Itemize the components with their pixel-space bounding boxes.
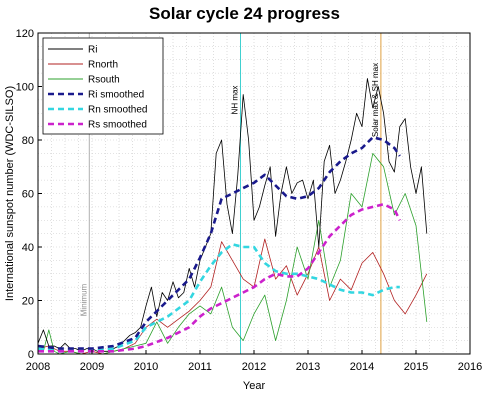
y-tick-label: 20: [22, 296, 34, 308]
x-tick-label: 2009: [80, 361, 104, 373]
x-axis-label: Year: [243, 380, 266, 392]
x-tick-label: 2012: [242, 361, 266, 373]
y-axis-label: International sunspot number (WDC-SILSO): [4, 86, 16, 301]
legend-label: Ri: [88, 45, 97, 56]
x-tick-label: 2008: [26, 361, 50, 373]
marker-label: NH max: [231, 86, 240, 115]
legend-label: Rs smoothed: [88, 120, 147, 131]
y-tick-label: 100: [16, 82, 34, 94]
y-tick-label: 60: [22, 189, 34, 201]
y-tick-label: 120: [16, 28, 34, 40]
legend-label: Rn smoothed: [88, 105, 147, 116]
marker-label: Minimum: [79, 283, 88, 316]
x-tick-label: 2013: [296, 361, 320, 373]
series-rs-smoothed-line: [38, 202, 401, 353]
legend-label: Rsouth: [88, 75, 120, 86]
marker-label: Solar max & SH max: [371, 63, 380, 137]
x-tick-label: 2016: [458, 361, 482, 373]
y-tick-label: 40: [22, 242, 34, 254]
series-ri-smoothed-line: [37, 136, 401, 350]
y-tick-label: 0: [28, 349, 34, 361]
x-tick-label: 2015: [404, 361, 428, 373]
x-tick-label: 2014: [350, 361, 374, 373]
y-tick-label: 80: [22, 135, 34, 147]
legend-label: Ri smoothed: [88, 90, 144, 101]
chart-title: Solar cycle 24 progress: [149, 4, 340, 23]
legend-box: [42, 37, 164, 135]
x-tick-label: 2010: [134, 361, 158, 373]
x-tick-label: 2011: [188, 361, 212, 373]
legend-label: Rnorth: [88, 60, 118, 71]
series-rn-smoothed-line: [37, 243, 400, 353]
